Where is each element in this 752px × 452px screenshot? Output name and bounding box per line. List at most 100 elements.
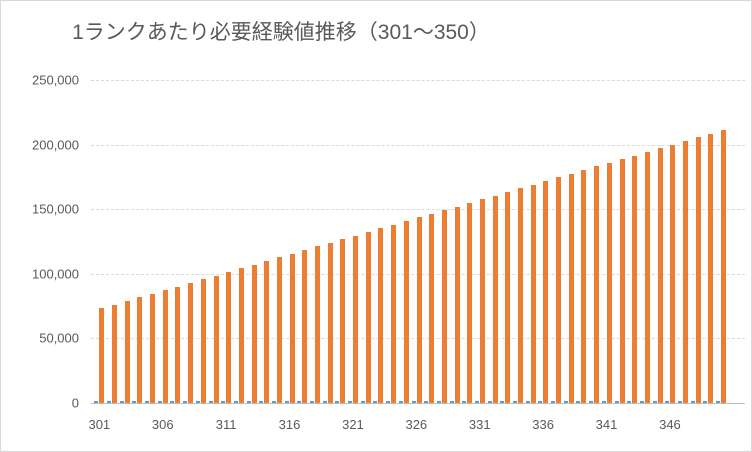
category-346 bbox=[664, 80, 677, 403]
x-axis-line bbox=[91, 403, 745, 404]
bar-orange-316 bbox=[289, 253, 295, 403]
bar-orange-320 bbox=[340, 239, 346, 403]
category-307 bbox=[169, 80, 182, 403]
bar-blue-310 bbox=[208, 401, 213, 403]
category-321 bbox=[347, 80, 360, 403]
bar-orange-344 bbox=[644, 151, 650, 403]
bar-orange-312 bbox=[238, 268, 244, 403]
category-310 bbox=[207, 80, 220, 403]
bar-orange-329 bbox=[454, 206, 460, 403]
bar-blue-337 bbox=[551, 401, 556, 403]
category-336 bbox=[537, 80, 550, 403]
category-349 bbox=[702, 80, 715, 403]
category-339 bbox=[575, 80, 588, 403]
chart-title: 1ランクあたり必要経験値推移（301～350） bbox=[72, 21, 490, 44]
bar-orange-348 bbox=[695, 137, 701, 403]
category-309 bbox=[195, 80, 208, 403]
bar-orange-341 bbox=[606, 162, 612, 403]
category-305 bbox=[144, 80, 157, 403]
bar-orange-305 bbox=[150, 293, 156, 403]
bar-blue-311 bbox=[221, 401, 226, 403]
bar-blue-323 bbox=[373, 401, 378, 403]
bar-blue-316 bbox=[284, 401, 289, 403]
bar-orange-349 bbox=[708, 133, 714, 403]
bar-blue-326 bbox=[411, 401, 416, 403]
bar-orange-319 bbox=[327, 242, 333, 403]
category-331 bbox=[474, 80, 487, 403]
category-333 bbox=[499, 80, 512, 403]
bar-orange-343 bbox=[632, 155, 638, 403]
bar-orange-302 bbox=[112, 304, 118, 403]
bar-orange-332 bbox=[492, 195, 498, 403]
y-tick-label: 0 bbox=[71, 395, 79, 411]
bar-blue-340 bbox=[589, 401, 594, 403]
x-tick-label-341: 341 bbox=[595, 417, 618, 432]
category-302 bbox=[106, 80, 119, 403]
category-334 bbox=[512, 80, 525, 403]
category-348 bbox=[689, 80, 702, 403]
category-323 bbox=[372, 80, 385, 403]
bar-orange-323 bbox=[378, 228, 384, 403]
bar-orange-328 bbox=[441, 210, 447, 403]
bar-orange-306 bbox=[162, 290, 168, 403]
bar-blue-314 bbox=[259, 401, 264, 403]
bar-orange-313 bbox=[251, 264, 257, 403]
bar-blue-307 bbox=[170, 401, 175, 403]
gridline-250000 bbox=[91, 80, 745, 81]
category-301 bbox=[93, 80, 106, 403]
x-tick-label-311: 311 bbox=[215, 417, 237, 432]
bar-blue-341 bbox=[601, 401, 606, 403]
x-tick-label-316: 316 bbox=[278, 417, 301, 432]
bar-orange-340 bbox=[594, 166, 600, 403]
category-313 bbox=[245, 80, 258, 403]
bar-blue-308 bbox=[183, 401, 188, 403]
bar-orange-327 bbox=[429, 213, 435, 403]
category-341 bbox=[601, 80, 614, 403]
bar-orange-330 bbox=[467, 202, 473, 403]
category-312 bbox=[233, 80, 246, 403]
category-315 bbox=[271, 80, 284, 403]
bar-blue-318 bbox=[310, 401, 315, 403]
bar-blue-339 bbox=[576, 401, 581, 403]
bar-orange-303 bbox=[124, 301, 130, 403]
bar-orange-326 bbox=[416, 217, 422, 403]
category-330 bbox=[461, 80, 474, 403]
bar-orange-324 bbox=[391, 224, 397, 403]
category-306 bbox=[156, 80, 169, 403]
bar-blue-324 bbox=[386, 401, 391, 403]
x-tick-label-321: 321 bbox=[342, 417, 364, 432]
bar-orange-336 bbox=[543, 180, 549, 403]
bar-orange-333 bbox=[505, 191, 511, 403]
bar-blue-320 bbox=[335, 401, 340, 403]
bar-blue-325 bbox=[398, 401, 403, 403]
category-322 bbox=[359, 80, 372, 403]
bar-blue-313 bbox=[246, 401, 251, 403]
bar-blue-328 bbox=[436, 401, 441, 403]
bar-blue-350 bbox=[716, 401, 721, 403]
category-332 bbox=[486, 80, 499, 403]
y-tick-label: 100,000 bbox=[32, 266, 79, 282]
bar-orange-337 bbox=[556, 177, 562, 403]
bar-blue-332 bbox=[487, 401, 492, 403]
category-316 bbox=[283, 80, 296, 403]
category-326 bbox=[410, 80, 423, 403]
bar-blue-315 bbox=[271, 401, 276, 403]
bar-orange-346 bbox=[670, 144, 676, 403]
bar-orange-338 bbox=[568, 173, 574, 403]
category-337 bbox=[550, 80, 563, 403]
bar-orange-315 bbox=[276, 257, 282, 403]
bar-blue-327 bbox=[424, 401, 429, 403]
y-tick-label: 50,000 bbox=[39, 330, 79, 346]
bar-blue-302 bbox=[107, 401, 112, 403]
bar-orange-350 bbox=[721, 130, 727, 403]
bar-orange-322 bbox=[365, 231, 371, 403]
bar-orange-334 bbox=[518, 188, 524, 403]
bar-blue-330 bbox=[462, 401, 467, 403]
bar-orange-318 bbox=[315, 246, 321, 403]
category-319 bbox=[321, 80, 334, 403]
bar-orange-308 bbox=[188, 282, 194, 403]
bar-blue-342 bbox=[614, 401, 619, 403]
bar-blue-306 bbox=[157, 401, 162, 403]
x-tick-label-301: 301 bbox=[88, 417, 111, 432]
